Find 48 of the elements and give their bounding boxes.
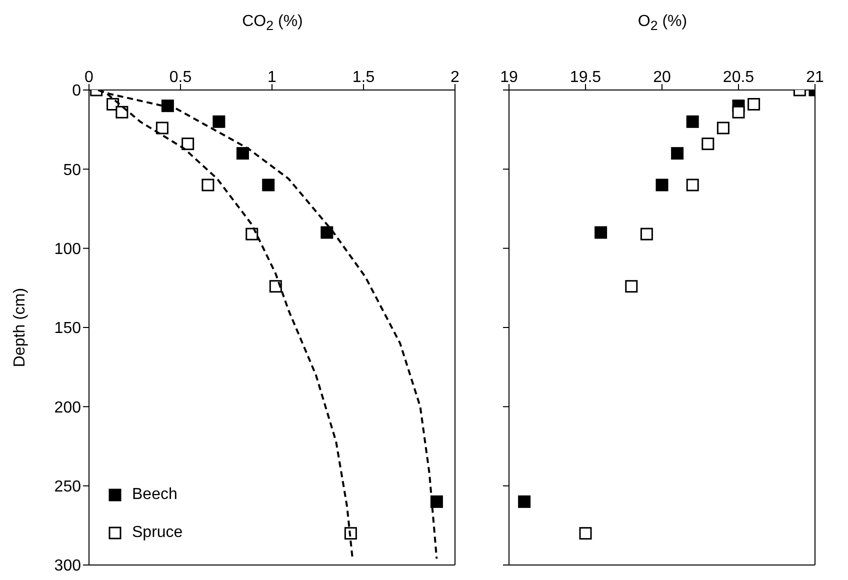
x-tick-label: 2	[450, 69, 460, 86]
x-axis-title: CO$_{2}$ (%)	[241, 12, 304, 36]
y-tick-label: 300	[54, 558, 82, 575]
legend-label: Spruce	[132, 524, 183, 542]
point	[116, 106, 128, 118]
point	[748, 98, 760, 110]
point	[262, 178, 275, 192]
point	[594, 226, 608, 239]
point	[732, 106, 745, 118]
y-tick-label: 200	[54, 399, 82, 416]
x-tick-label: 1.5	[352, 69, 375, 86]
point	[579, 527, 592, 540]
x-tick-label: 1	[268, 69, 277, 86]
point	[671, 147, 684, 160]
point	[202, 178, 214, 192]
y-tick-label: 150	[54, 320, 82, 338]
x-tick-label: 19	[500, 69, 518, 86]
point	[702, 138, 714, 150]
point	[161, 100, 174, 112]
point	[430, 495, 443, 508]
point	[156, 122, 168, 134]
y-tick-label: 50	[63, 162, 82, 179]
point	[344, 527, 357, 540]
point	[640, 228, 653, 240]
x-tick-label: 20	[653, 69, 671, 86]
point	[320, 226, 334, 239]
point	[656, 178, 668, 192]
point	[269, 280, 282, 293]
point	[212, 115, 226, 128]
y-tick-label: 250	[54, 478, 82, 496]
x-tick-label: 20.5	[722, 69, 754, 86]
point	[686, 178, 699, 192]
x-tick-label: 0	[84, 69, 94, 86]
x-tick-label: 19.5	[570, 69, 602, 86]
point	[518, 495, 531, 508]
x-tick-label: 21	[806, 69, 824, 86]
point	[246, 228, 258, 240]
point	[686, 115, 699, 128]
y-axis-title: Depth (cm)	[12, 288, 29, 368]
x-axis-title: O$_{2}$ (%)	[636, 12, 688, 36]
point	[625, 280, 638, 293]
point	[236, 147, 249, 160]
y-tick-label: 0	[72, 82, 82, 100]
x-tick-label: 0.5	[169, 69, 192, 86]
legend-label: Beech	[132, 486, 178, 504]
y-tick-label: 100	[54, 241, 82, 258]
point	[182, 138, 194, 150]
point	[716, 122, 730, 134]
